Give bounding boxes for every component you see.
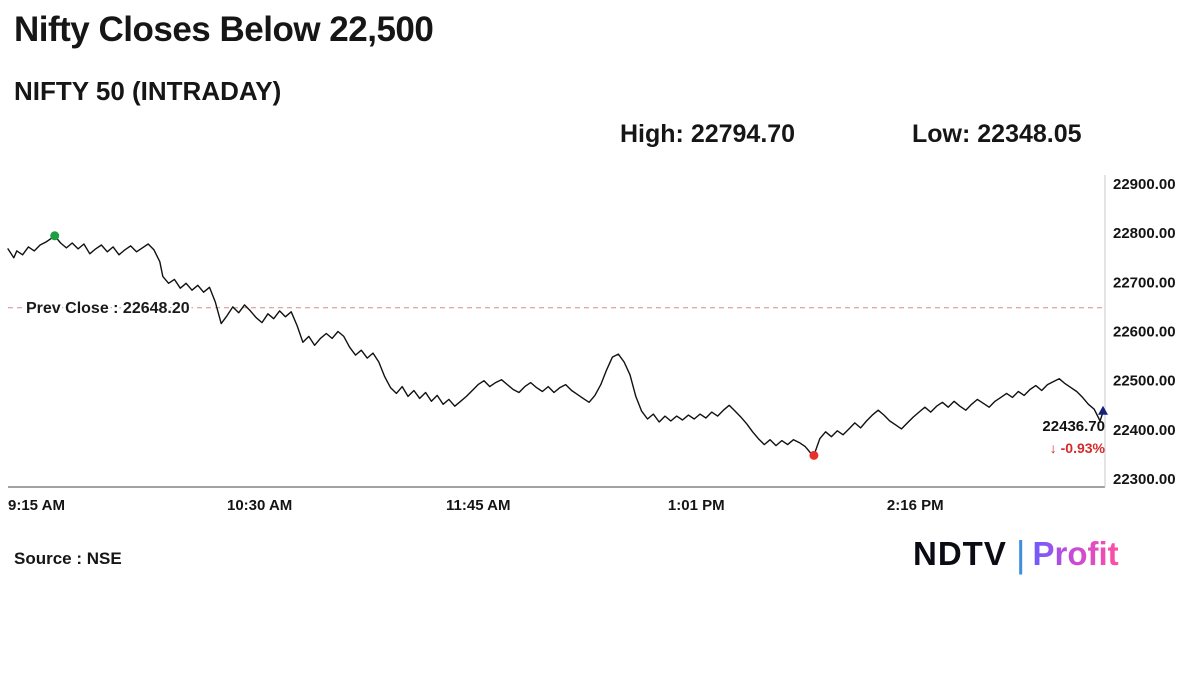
source-label: Source : NSE xyxy=(14,549,122,568)
x-tick-label: 9:15 AM xyxy=(8,497,65,514)
y-tick-label: 22600.00 xyxy=(1113,324,1176,341)
logo-separator: | xyxy=(1015,534,1026,575)
low-marker xyxy=(809,450,819,460)
page-title: Nifty Closes Below 22,500 xyxy=(14,10,434,49)
x-tick-label: 11:45 AM xyxy=(446,497,510,514)
y-tick-label: 22900.00 xyxy=(1113,176,1176,193)
x-tick-label: 1:01 PM xyxy=(668,497,725,514)
last-price-label: 22436.70 xyxy=(1042,418,1105,435)
y-tick-label: 22700.00 xyxy=(1113,274,1176,291)
high-marker xyxy=(50,231,60,241)
chart-subtitle: NIFTY 50 (INTRADAY) xyxy=(14,76,282,106)
x-tick-label: 10:30 AM xyxy=(227,497,292,514)
x-tick-label: 2:16 PM xyxy=(887,497,944,514)
y-tick-label: 22300.00 xyxy=(1113,471,1176,488)
last-change-label: ↓ -0.93% xyxy=(1050,440,1106,456)
ndtv-logo-text: NDTV xyxy=(913,535,1007,572)
prev-close-label: Prev Close : 22648.20 xyxy=(26,300,190,317)
y-tick-label: 22400.00 xyxy=(1113,422,1176,439)
ndtv-profit-logo: NDTV | Profit xyxy=(913,532,1119,575)
profit-logo-text: Profit xyxy=(1032,535,1119,572)
close-marker xyxy=(1098,405,1108,415)
y-tick-label: 22800.00 xyxy=(1113,225,1176,242)
high-value-label: High: 22794.70 xyxy=(620,120,796,148)
y-tick-label: 22500.00 xyxy=(1113,373,1176,390)
price-line xyxy=(7,235,1104,457)
low-value-label: Low: 22348.05 xyxy=(912,120,1082,148)
